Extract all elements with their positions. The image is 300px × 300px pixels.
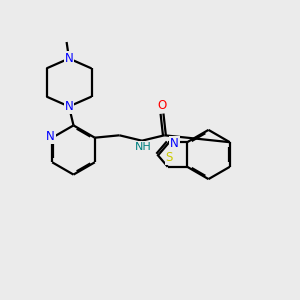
- Text: NH: NH: [135, 142, 152, 152]
- Text: N: N: [64, 100, 74, 113]
- Text: N: N: [64, 52, 74, 65]
- Text: N: N: [170, 137, 179, 150]
- Text: N: N: [46, 130, 55, 143]
- Text: O: O: [158, 99, 166, 112]
- Text: S: S: [166, 151, 173, 164]
